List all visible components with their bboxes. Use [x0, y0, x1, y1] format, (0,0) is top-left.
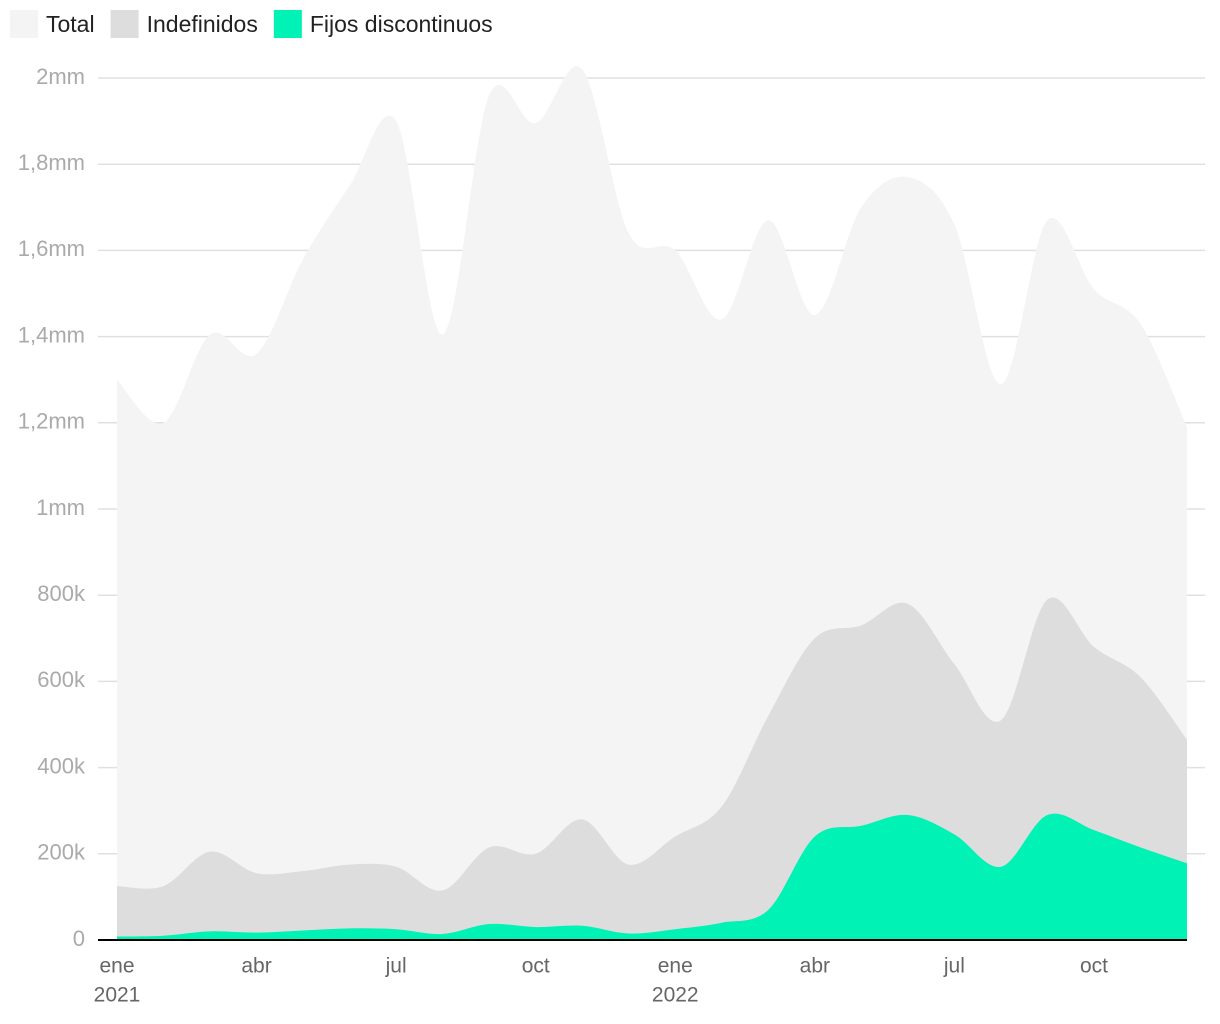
y-tick-label: 600k	[37, 667, 86, 692]
y-tick-label: 2mm	[36, 64, 85, 89]
legend-swatch	[273, 10, 302, 38]
x-tick-label: oct	[522, 955, 550, 978]
x-tick-label: jul	[943, 955, 965, 978]
legend-swatch	[110, 10, 139, 38]
y-tick-label: 1,4mm	[18, 322, 85, 347]
y-tick-label: 1,6mm	[18, 236, 85, 261]
legend-label: Indefinidos	[147, 11, 258, 37]
legend-label: Total	[46, 11, 95, 37]
legend-item: Indefinidos	[110, 10, 258, 38]
x-tick-label: ene	[99, 955, 134, 978]
y-tick-label: 200k	[37, 840, 86, 865]
y-tick-label: 1,2mm	[18, 409, 85, 434]
legend-item: Total	[10, 10, 95, 38]
x-tick-label: abr	[241, 955, 271, 978]
legend-label: Fijos discontinuos	[310, 11, 493, 37]
y-tick-label: 0	[73, 926, 85, 951]
x-tick-label: abr	[800, 955, 830, 978]
x-tick-year: 2022	[652, 984, 699, 1007]
legend-item: Fijos discontinuos	[273, 10, 493, 38]
y-tick-label: 1,8mm	[18, 150, 85, 175]
y-tick-label: 1mm	[36, 495, 85, 520]
x-tick-label: ene	[658, 955, 693, 978]
x-tick-year: 2021	[94, 984, 141, 1007]
x-tick-label: oct	[1080, 955, 1108, 978]
x-tick-label: jul	[385, 955, 407, 978]
y-tick-label: 400k	[37, 753, 86, 778]
area	[117, 813, 1187, 940]
y-tick-label: 800k	[37, 581, 86, 606]
legend-swatch	[10, 10, 38, 38]
